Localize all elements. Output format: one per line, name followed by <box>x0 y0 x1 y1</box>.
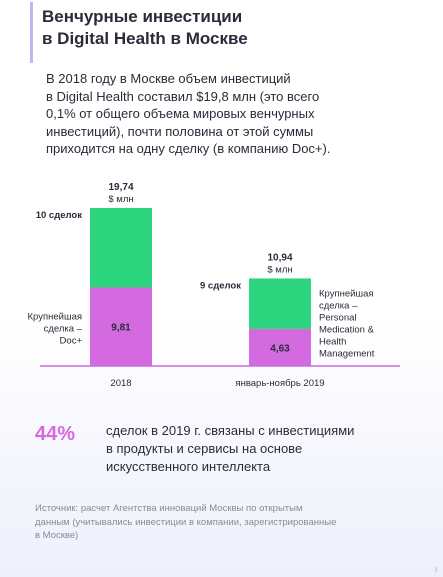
bar-segment-largest-deal <box>249 328 311 366</box>
largest-deal-annotation: сделка – <box>319 300 358 311</box>
x-tick-label: 2018 <box>110 378 131 389</box>
intro-line: в Digital Health составил $19,8 млн (это… <box>46 88 320 104</box>
bar-value-label: 4,63 <box>270 343 290 354</box>
intro-line: приходится на одну сделку (в компанию Do… <box>46 141 331 156</box>
chevron-right-icon: › <box>434 562 438 576</box>
bar-segment-other-deals <box>249 278 311 329</box>
title-line-2: в Digital Health в Москве <box>42 29 248 48</box>
source-line: Источник: расчет Агентства инноваций Мос… <box>35 503 303 514</box>
intro-line: инвестиций), почти половина от этой сумм… <box>46 123 314 139</box>
bar-total-label: 19,74 <box>108 182 133 193</box>
intro-line: В 2018 году в Москве объем инвестиций <box>46 71 291 86</box>
largest-deal-annotation: Крупнейшая <box>28 311 83 322</box>
title-accent-bar <box>30 2 33 63</box>
largest-deal-annotation: сделка – <box>44 323 83 334</box>
deal-count-label: 10 сделок <box>36 210 83 221</box>
stat-description: сделок в 2019 г. связаны с инвестициями … <box>106 422 426 476</box>
largest-deal-annotation: Крупнейшая <box>319 288 374 299</box>
largest-deal-annotation: Personal <box>319 312 357 323</box>
source-line: данным (учитывались инвестиции в компани… <box>35 516 337 528</box>
stat-value: 44% <box>35 423 76 445</box>
stat-line: сделок в 2019 г. связаны с инвестициями <box>106 423 355 438</box>
bar-total-label: 10,94 <box>267 252 292 263</box>
intro-paragraph: В 2018 году в Москве объем инвестиций в … <box>46 70 431 158</box>
largest-deal-annotation: Health <box>319 336 346 347</box>
page-title: Венчурные инвестиции в Digital Health в … <box>42 6 432 50</box>
source-line: в Москве) <box>35 530 79 541</box>
bar-segment-other-deals <box>90 208 152 288</box>
deal-count-label: 9 сделок <box>200 280 241 291</box>
source-note: Источник: расчет Агентства инноваций Мос… <box>35 502 430 543</box>
bar-unit-label: $ млн <box>108 194 133 205</box>
largest-deal-annotation: Management <box>319 348 375 359</box>
intro-line: 0,1% от общего объема мировых венчурных <box>46 106 315 121</box>
bar-segment-largest-deal <box>90 287 152 366</box>
largest-deal-annotation: Medication & <box>319 324 375 335</box>
largest-deal-annotation: Doc+ <box>60 335 83 346</box>
stat-line: в продукты и сервисы на основе <box>106 441 303 456</box>
x-tick-label: январь-ноябрь 2019 <box>235 378 324 389</box>
bar-value-label: 9,81 <box>111 323 131 334</box>
title-line-1: Венчурные инвестиции <box>42 7 243 26</box>
stat-line: искусственного интеллекта <box>106 459 271 474</box>
bar-unit-label: $ млн <box>267 264 292 275</box>
